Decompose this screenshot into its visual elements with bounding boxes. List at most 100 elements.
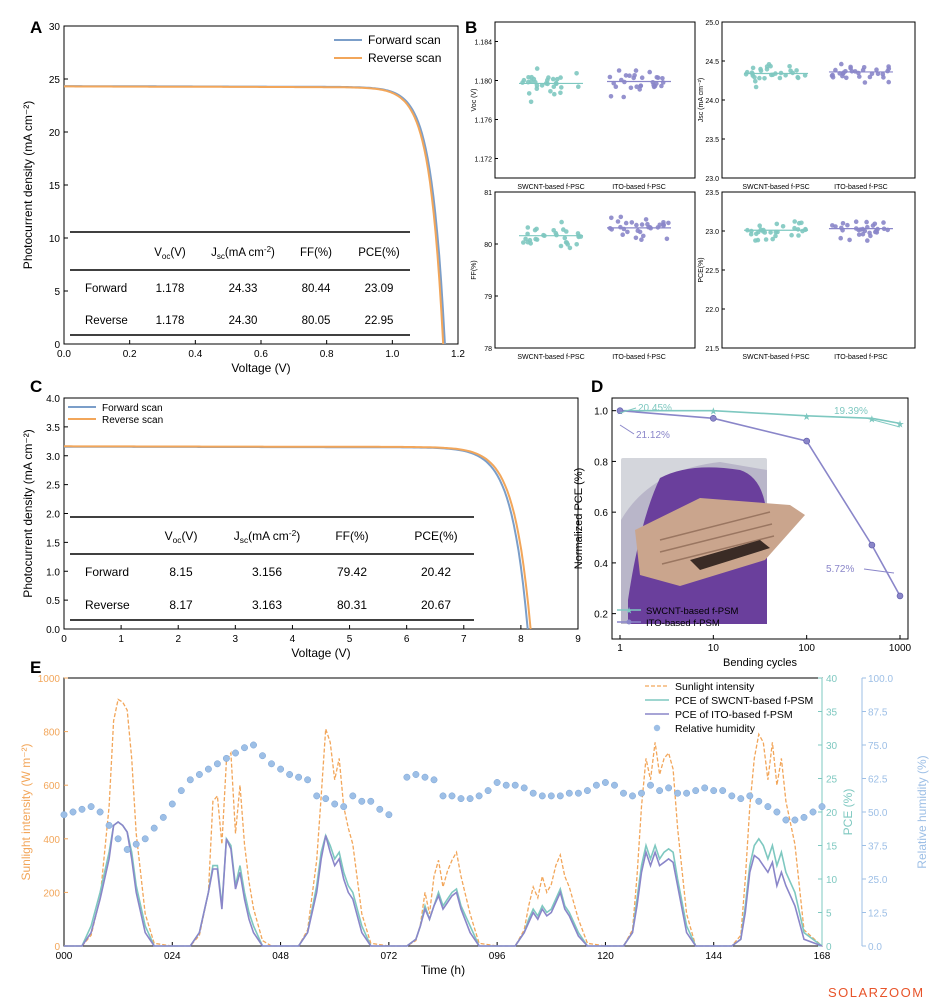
data-point: [796, 233, 801, 238]
data-point: [620, 232, 625, 237]
tick-label: 81: [484, 190, 492, 197]
tick-label: 35: [826, 708, 838, 719]
humidity-point: [448, 792, 456, 800]
data-point: [865, 224, 870, 230]
tick-label: 1.2: [451, 349, 465, 360]
humidity-point: [791, 816, 799, 824]
data-point: [794, 68, 799, 73]
legend-label: Forward scan: [368, 33, 441, 47]
data-point: [868, 541, 876, 549]
humidity-point: [349, 792, 357, 800]
legend-label: PCE of ITO-based f-PSM: [675, 709, 793, 721]
humidity-point: [60, 811, 68, 819]
tick-label: 000: [56, 951, 73, 962]
plot-frame: [63, 25, 459, 345]
annotation-label: 20.45%: [638, 403, 672, 414]
data-point: [533, 236, 538, 242]
table-cell: 8.15: [169, 565, 193, 579]
tick-label: 23.0: [705, 229, 719, 236]
data-point: [643, 217, 649, 222]
panel-label: E: [30, 658, 41, 677]
humidity-point: [105, 821, 113, 829]
data-point: [639, 75, 645, 80]
humidity-point: [430, 776, 438, 784]
tick-label: 120: [597, 951, 614, 962]
tick-label: 0.8: [320, 349, 334, 360]
tick-label: 024: [164, 951, 181, 962]
table-header: Jsc(mA cm-2): [211, 245, 275, 261]
tick-label: 79: [484, 294, 492, 301]
tick-label: 400: [43, 835, 60, 846]
y-axis-title-left: Sunlight intensity (W m⁻²): [19, 743, 33, 880]
data-point: [874, 67, 879, 72]
panel-a: A 0.0 0.2 0.4 0.6 0.8 1.0 1.2 0 5 10 15 20 25 30 Voltag…: [21, 18, 465, 375]
table-header: PCE(%): [414, 529, 457, 543]
data-point: [770, 236, 775, 242]
tick-label: 1.184: [474, 40, 492, 47]
humidity-point: [719, 787, 727, 795]
data-point: [750, 65, 756, 71]
table-header: Voc(V): [154, 247, 186, 261]
data-point: [758, 68, 764, 74]
tick-label: 1: [118, 634, 124, 645]
table-cell: 80.05: [302, 315, 331, 327]
data-point: [633, 235, 639, 241]
data-point: [534, 226, 539, 232]
humidity-point: [629, 792, 636, 800]
table-cell: 80.44: [302, 283, 331, 295]
legend-label: Relative humidity: [675, 723, 756, 735]
data-point: [833, 224, 838, 229]
data-point: [616, 68, 622, 73]
humidity-point: [484, 787, 492, 795]
tick-label: 6: [404, 634, 410, 645]
tick-label: 1.0: [594, 407, 608, 418]
humidity-point: [250, 741, 257, 749]
data-point: [795, 227, 801, 232]
humidity-point: [800, 813, 808, 821]
data-point: [659, 83, 664, 89]
jv-curve-forward: [64, 85, 446, 345]
humidity-point: [493, 779, 501, 786]
tick-label: 0: [826, 942, 832, 953]
humidity-point: [538, 792, 546, 800]
panel-b: B 1.172 1.176 1.180 1.184 Voc (V) SWCNT-based …: [465, 18, 916, 361]
humidity-point: [87, 803, 95, 811]
tick-label: 21.5: [705, 346, 719, 353]
humidity-point: [186, 776, 194, 784]
humidity-point: [439, 792, 447, 800]
data-point: [764, 67, 770, 72]
data-point: [783, 73, 788, 78]
table-cell: 8.17: [169, 598, 193, 612]
humidity-point: [286, 771, 294, 778]
tick-label: 0.4: [188, 349, 202, 360]
data-point: [860, 67, 866, 73]
data-point: [789, 232, 794, 238]
y-axis-title: Jsc (mA cm⁻²): [698, 78, 705, 123]
data-point: [575, 231, 581, 236]
tick-label: 75.0: [868, 741, 888, 752]
data-point: [534, 83, 540, 89]
humidity-point: [556, 792, 564, 800]
legend-marker: [653, 724, 661, 732]
data-point: [803, 437, 811, 445]
tick-label: 25: [49, 75, 61, 86]
humidity-point: [502, 781, 510, 789]
tick-label: 37.5: [868, 842, 888, 853]
table-header: FF(%): [335, 529, 368, 543]
data-point: [635, 228, 641, 233]
table-cell: 3.156: [252, 565, 282, 579]
humidity-point: [764, 803, 772, 811]
data-point: [756, 229, 761, 235]
tick-label: 200: [43, 888, 60, 899]
table-cell: 3.163: [252, 598, 282, 612]
annotation-label: 19.39%: [834, 406, 868, 417]
data-point: [743, 72, 749, 77]
data-point: [651, 82, 656, 88]
table-cell: 22.95: [365, 315, 394, 327]
data-point: [867, 74, 873, 80]
data-point: [559, 219, 564, 225]
humidity-point: [241, 744, 248, 752]
data-point: [666, 220, 671, 226]
table-cell: 1.178: [156, 283, 185, 295]
